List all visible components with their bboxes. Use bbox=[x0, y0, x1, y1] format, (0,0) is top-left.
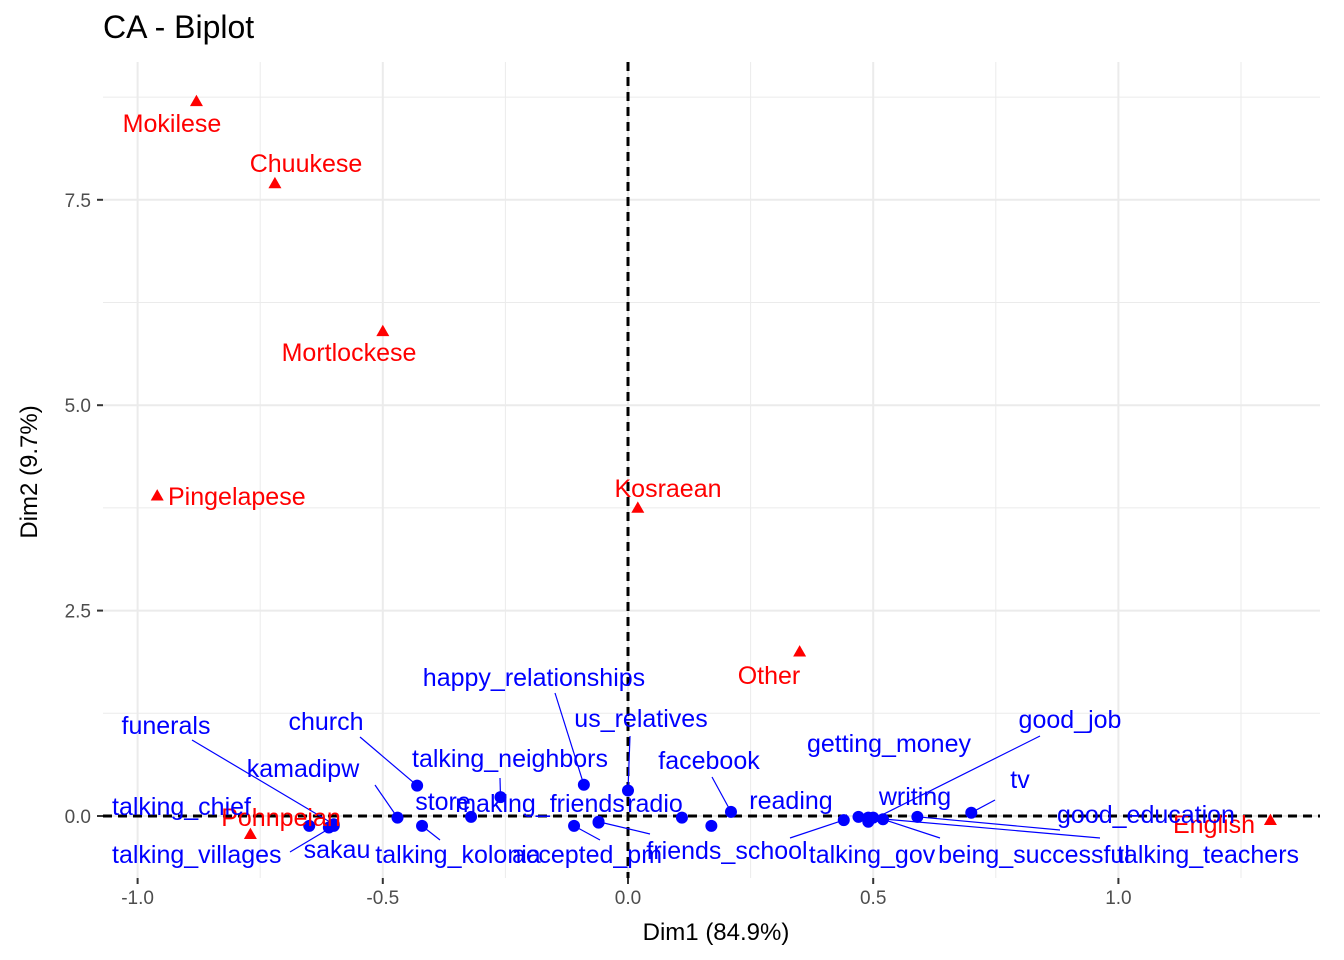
row-label-store: store bbox=[415, 788, 471, 816]
leader-good-education bbox=[917, 816, 1061, 831]
row-label-writing: writing bbox=[878, 783, 951, 811]
col-point-english bbox=[1263, 813, 1277, 825]
col-label-mortlockese: Mortlockese bbox=[282, 339, 417, 367]
row-point-store bbox=[465, 810, 478, 823]
col-point-kosraean bbox=[631, 501, 645, 513]
row-label-facebook: facebook bbox=[658, 747, 760, 775]
row-point-talking-gov bbox=[837, 814, 850, 827]
leader-kamadipw bbox=[374, 784, 399, 818]
y-tick-label: 0.0 bbox=[65, 807, 91, 828]
leader-talking-gov bbox=[789, 819, 844, 839]
row-label-good-education: good_education bbox=[1057, 801, 1235, 829]
leader-facebook bbox=[711, 776, 732, 813]
y-tick-label: 5.0 bbox=[65, 396, 91, 417]
row-point-radio bbox=[675, 811, 688, 824]
row-label-kamadipw: kamadipw bbox=[247, 755, 360, 783]
col-label-pohnpeian: Pohnpeian bbox=[221, 804, 341, 832]
col-point-other bbox=[793, 645, 807, 657]
row-label-tv: tv bbox=[1010, 766, 1030, 794]
chart-title: CA - Biplot bbox=[103, 9, 254, 45]
x-axis-title: Dim1 (84.9%) bbox=[643, 919, 790, 946]
row-label-radio: radio bbox=[627, 790, 683, 818]
row-point-us-relatives bbox=[622, 784, 634, 797]
reference-lines bbox=[103, 62, 1320, 878]
row-label-talking-gov: talking_gov bbox=[809, 841, 936, 869]
col-label-kosraean: Kosraean bbox=[614, 475, 721, 503]
row-point-accepted-pm bbox=[568, 819, 581, 832]
col-point-pohnpeian bbox=[243, 827, 257, 839]
x-axis-ticks: -1.0 -0.5 0.0 0.5 1.0 bbox=[121, 878, 1132, 909]
x-tick-label: 1.0 bbox=[1105, 888, 1131, 909]
row-label-sakau: sakau bbox=[304, 836, 371, 864]
col-label-mokilese: Mokilese bbox=[123, 110, 222, 138]
row-label-friends-school: friends_school bbox=[646, 837, 807, 865]
row-point-talking-kolonia bbox=[416, 819, 429, 832]
leader-being-successful bbox=[882, 818, 941, 839]
row-label-talking-teachers: talking_teachers bbox=[1117, 841, 1299, 869]
leader-good-job bbox=[868, 735, 1041, 823]
col-point-mortlockese bbox=[376, 324, 390, 337]
y-axis-title: Dim2 (9.7%) bbox=[16, 405, 43, 538]
row-label-church: church bbox=[288, 708, 363, 736]
row-point-tv bbox=[965, 806, 978, 819]
row-label-getting-money: getting_money bbox=[807, 730, 972, 758]
row-label-talking-villages: talking_villages bbox=[112, 841, 282, 869]
row-label-good-job: good_job bbox=[1019, 706, 1122, 734]
row-label-making-friends: making_friends bbox=[455, 790, 625, 818]
row-point-being-successful bbox=[877, 813, 890, 826]
col-label-chuukese: Chuukese bbox=[250, 150, 363, 178]
leader-happy-relationships bbox=[554, 692, 585, 785]
col-label-pingelapese: Pingelapese bbox=[168, 483, 306, 511]
row-point-kamadipw bbox=[391, 811, 404, 824]
row-point-getting-money bbox=[852, 810, 865, 823]
col-label-other: Other bbox=[738, 662, 801, 690]
x-tick-label: 0.0 bbox=[615, 888, 641, 909]
col-point-chuukese bbox=[268, 176, 282, 189]
col-label-english: English bbox=[1173, 811, 1255, 839]
row-point-friends-school bbox=[592, 815, 605, 828]
leader-funerals bbox=[191, 739, 335, 825]
row-point-talking-chief bbox=[303, 819, 316, 832]
y-tick-label: 2.5 bbox=[65, 602, 91, 623]
point-labels: Mokilese Chuukese Mortlockese Pingelapese Ko… bbox=[112, 110, 1299, 869]
row-label-talking-chief: talking_chief bbox=[112, 793, 251, 821]
data-points bbox=[150, 94, 1277, 839]
leader-us-relatives bbox=[627, 735, 631, 791]
row-label-talking-kolonia: talking_kolonia bbox=[375, 841, 540, 869]
row-label-accepted-pm: accepted_pm bbox=[512, 841, 662, 869]
row-point-talking-teachers bbox=[862, 811, 875, 824]
x-tick-label: 0.5 bbox=[860, 888, 886, 909]
col-point-mokilese bbox=[189, 94, 203, 107]
row-point-good-education bbox=[911, 810, 924, 823]
row-label-talking-neighbors: talking_neighbors bbox=[412, 745, 608, 773]
x-tick-label: -0.5 bbox=[366, 888, 399, 909]
row-label-funerals: funerals bbox=[122, 712, 211, 740]
leader-friends-school bbox=[598, 821, 651, 835]
leader-church bbox=[359, 736, 418, 787]
y-axis-ticks: 0.0 2.5 5.0 7.5 bbox=[65, 191, 103, 828]
row-point-facebook bbox=[724, 805, 737, 818]
row-point-happy-relationships bbox=[577, 778, 590, 791]
row-point-sakau bbox=[322, 821, 335, 834]
col-point-pingelapese bbox=[150, 489, 164, 501]
row-point-church bbox=[411, 779, 424, 792]
y-tick-label: 7.5 bbox=[65, 191, 91, 212]
x-tick-label: -1.0 bbox=[121, 888, 154, 909]
row-label-happy-relationships: happy_relationships bbox=[423, 664, 645, 692]
row-label-reading: reading bbox=[749, 787, 832, 815]
row-point-talking-neighbors bbox=[494, 791, 507, 804]
leader-talking-teachers bbox=[868, 817, 1101, 839]
row-point-reading bbox=[705, 819, 718, 832]
row-label-us-relatives: us_relatives bbox=[574, 705, 707, 733]
row-label-being-successful: being_successful bbox=[938, 841, 1130, 869]
